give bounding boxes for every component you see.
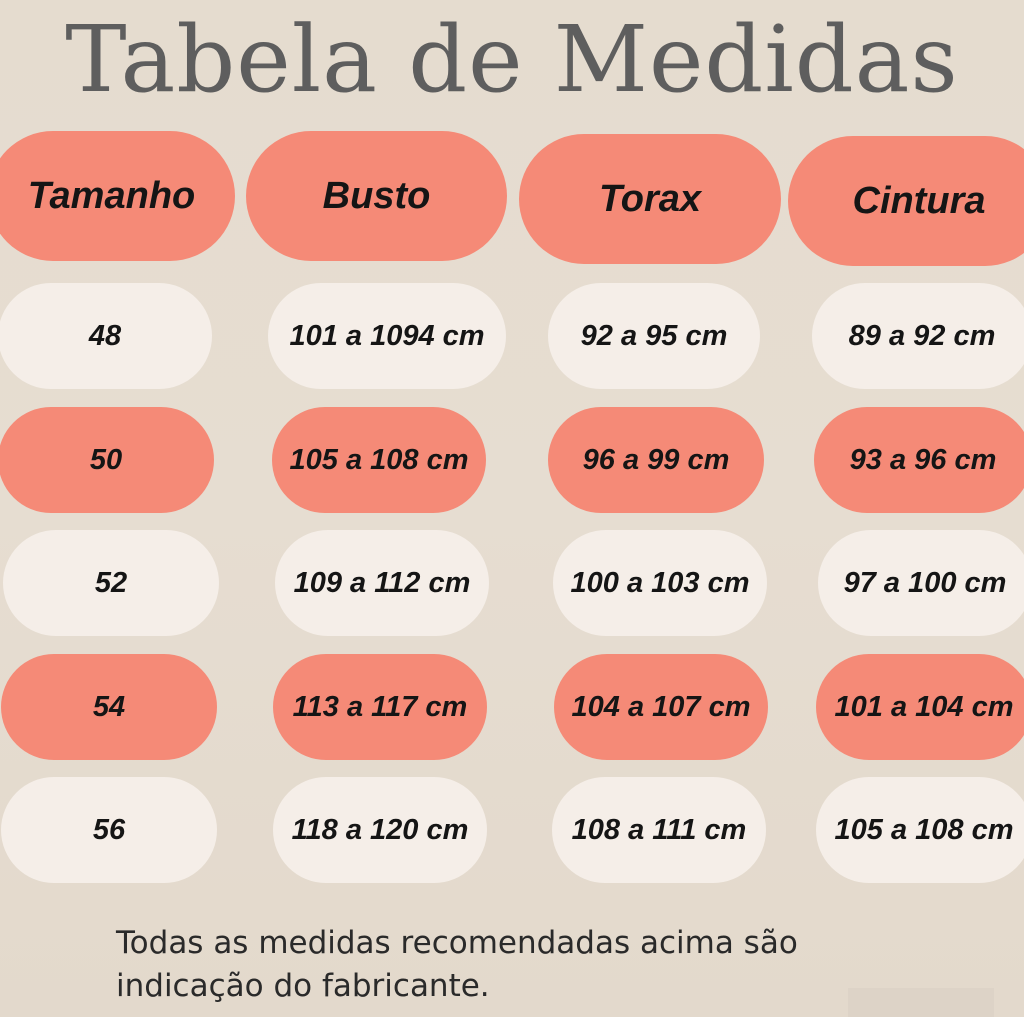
cell-tamanho-52: 52 — [3, 530, 219, 636]
cell-busto-48: 101 a 1094 cm — [268, 283, 506, 389]
cell-busto-56: 118 a 120 cm — [273, 777, 487, 883]
corner-patch — [848, 988, 994, 1017]
cell-torax-48: 92 a 95 cm — [548, 283, 760, 389]
page-title: Tabela de Medidas — [65, 6, 959, 113]
header-cintura: Cintura — [788, 136, 1024, 266]
cell-torax-54: 104 a 107 cm — [554, 654, 768, 760]
cell-busto-50: 105 a 108 cm — [272, 407, 486, 513]
cell-cintura-56: 105 a 108 cm — [816, 777, 1024, 883]
header-busto: Busto — [246, 131, 507, 261]
cell-cintura-52: 97 a 100 cm — [818, 530, 1024, 636]
cell-tamanho-48: 48 — [0, 283, 212, 389]
cell-busto-54: 113 a 117 cm — [273, 654, 487, 760]
cell-cintura-50: 93 a 96 cm — [814, 407, 1024, 513]
cell-torax-50: 96 a 99 cm — [548, 407, 764, 513]
cell-torax-56: 108 a 111 cm — [552, 777, 766, 883]
cell-cintura-54: 101 a 104 cm — [816, 654, 1024, 760]
footer-note: Todas as medidas recomendadas acima são … — [116, 922, 996, 1008]
footer-note-line-2: indicação do fabricante. — [116, 968, 490, 1004]
cell-busto-52: 109 a 112 cm — [275, 530, 489, 636]
cell-tamanho-54: 54 — [1, 654, 217, 760]
header-torax: Torax — [519, 134, 781, 264]
footer-note-line-1: Todas as medidas recomendadas acima são — [116, 925, 798, 961]
cell-tamanho-56: 56 — [1, 777, 217, 883]
cell-tamanho-50: 50 — [0, 407, 214, 513]
cell-torax-52: 100 a 103 cm — [553, 530, 767, 636]
cell-cintura-48: 89 a 92 cm — [812, 283, 1024, 389]
header-tamanho: Tamanho — [0, 131, 235, 261]
